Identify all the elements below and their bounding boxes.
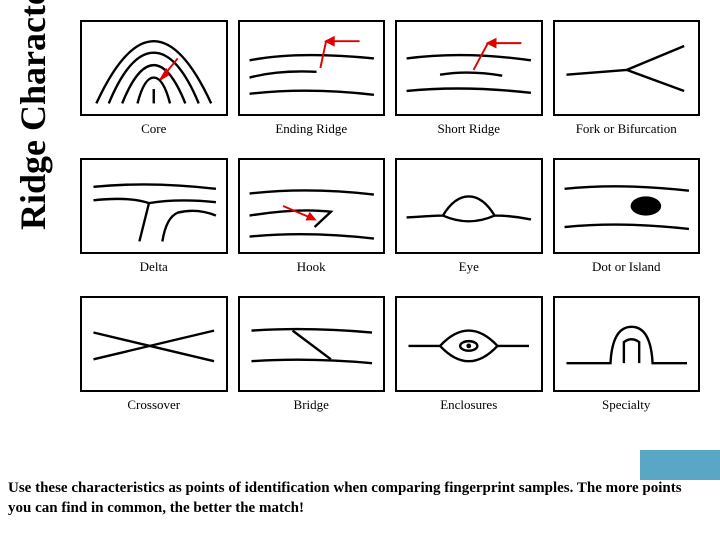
cell-specialty: Specialty — [553, 296, 701, 426]
diagram-ending — [238, 20, 386, 116]
characteristics-grid: Core Ending Ridge — [80, 20, 700, 426]
cell-core: Core — [80, 20, 228, 150]
cell-enclosures: Enclosures — [395, 296, 543, 426]
delta-icon — [82, 160, 226, 252]
cell-dot: Dot or Island — [553, 158, 701, 288]
accent-block — [640, 450, 720, 480]
diagram-core — [80, 20, 228, 116]
enclosures-icon — [397, 298, 541, 390]
label-short: Short Ridge — [438, 122, 500, 150]
ending-ridge-icon — [240, 22, 384, 114]
label-crossover: Crossover — [127, 398, 180, 426]
label-ending: Ending Ridge — [275, 122, 347, 150]
dot-icon — [555, 160, 699, 252]
diagram-short — [395, 20, 543, 116]
diagram-hook — [238, 158, 386, 254]
label-eye: Eye — [459, 260, 479, 288]
label-hook: Hook — [297, 260, 326, 288]
cell-bridge: Bridge — [238, 296, 386, 426]
cell-short: Short Ridge — [395, 20, 543, 150]
label-dot: Dot or Island — [592, 260, 661, 288]
core-icon — [82, 22, 226, 114]
cell-delta: Delta — [80, 158, 228, 288]
label-delta: Delta — [140, 260, 168, 288]
label-enclosures: Enclosures — [440, 398, 497, 426]
caption-text: Use these characteristics as points of i… — [8, 478, 708, 519]
diagram-fork — [553, 20, 701, 116]
slide: Ridge Characteristics — [0, 0, 720, 540]
diagram-enclosures — [395, 296, 543, 392]
diagram-bridge — [238, 296, 386, 392]
diagram-eye — [395, 158, 543, 254]
label-bridge: Bridge — [294, 398, 329, 426]
cell-crossover: Crossover — [80, 296, 228, 426]
page-title: Ridge Characteristics — [12, 0, 54, 230]
fork-icon — [555, 22, 699, 114]
cell-ending: Ending Ridge — [238, 20, 386, 150]
crossover-icon — [82, 298, 226, 390]
hook-icon — [240, 160, 384, 252]
label-core: Core — [141, 122, 166, 150]
label-specialty: Specialty — [602, 398, 650, 426]
eye-icon — [397, 160, 541, 252]
cell-hook: Hook — [238, 158, 386, 288]
label-fork: Fork or Bifurcation — [576, 122, 677, 150]
short-ridge-icon — [397, 22, 541, 114]
cell-fork: Fork or Bifurcation — [553, 20, 701, 150]
bridge-icon — [240, 298, 384, 390]
diagram-specialty — [553, 296, 701, 392]
diagram-delta — [80, 158, 228, 254]
specialty-icon — [555, 298, 699, 390]
diagram-dot — [553, 158, 701, 254]
cell-eye: Eye — [395, 158, 543, 288]
diagram-crossover — [80, 296, 228, 392]
